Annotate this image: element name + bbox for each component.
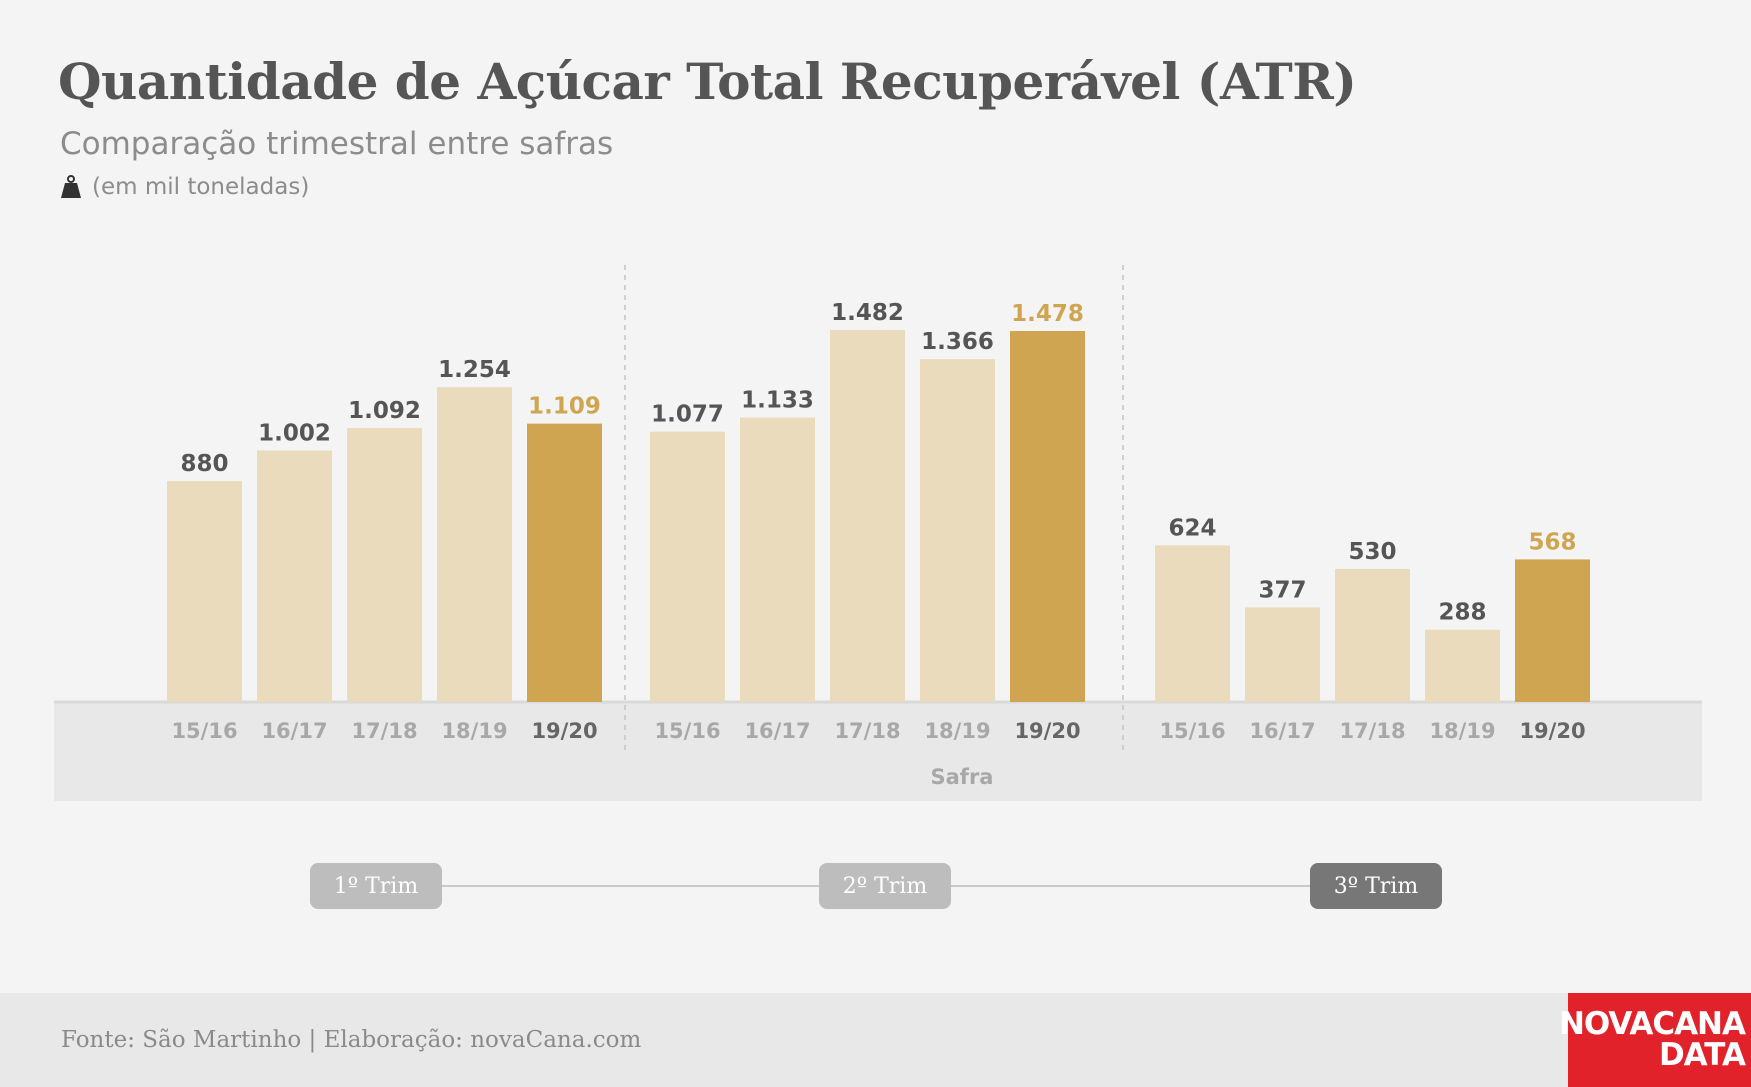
x-tick-label: 18/19 [1429, 719, 1495, 743]
bar-1-17-18 [347, 427, 422, 702]
bar-3-19-20 [1515, 559, 1590, 702]
x-tick-label: 15/16 [1159, 719, 1225, 743]
source-text: Fonte: São Martinho | Elaboração: novaCa… [61, 1027, 642, 1053]
bar-chart: Safra 880 15/16 1.002 16/17 1.092 17/18 1.254 1… [54, 265, 1702, 801]
logo-line-1: NOVACANA [1558, 1006, 1746, 1042]
x-tick-label: 17/18 [351, 719, 417, 743]
bar-1-18-19 [437, 387, 512, 702]
bar-value-label: 1.133 [741, 388, 814, 414]
x-tick-label: 17/18 [834, 719, 900, 743]
axis-band [54, 702, 1702, 801]
bar-3-17-18 [1335, 568, 1410, 702]
x-tick-label: 18/19 [441, 719, 507, 743]
weight-icon [61, 175, 81, 198]
x-tick-label: 15/16 [654, 719, 720, 743]
chart-subtitle: Comparação trimestral entre safras [60, 126, 614, 162]
chart-title: Quantidade de Açúcar Total Recuperável (… [58, 52, 1357, 111]
x-tick-label: 16/17 [261, 719, 327, 743]
bar-value-label: 1.478 [1011, 301, 1084, 327]
bar-1-19-20 [527, 423, 602, 702]
x-tick-label: 17/18 [1339, 719, 1405, 743]
bar-value-label: 1.254 [438, 357, 511, 383]
bar-value-label: 880 [180, 451, 228, 477]
x-tick-label: 19/20 [1014, 719, 1080, 743]
bar-value-label: 1.482 [831, 300, 904, 326]
bar-1-16-17 [257, 450, 332, 702]
bar-value-label: 377 [1258, 577, 1306, 603]
bar-value-label: 1.366 [921, 329, 994, 355]
x-tick-label: 16/17 [744, 719, 810, 743]
unit-note: (em mil toneladas) [60, 174, 309, 200]
bar-value-label: 1.077 [651, 402, 724, 428]
trim-button-1[interactable]: 1º Trim [310, 863, 442, 909]
bar-3-18-19 [1425, 629, 1500, 702]
novacana-logo: NOVACANA DATA [1559, 993, 1751, 1087]
logo-line-2: DATA [1658, 1037, 1746, 1073]
bar-2-16-17 [740, 417, 815, 702]
bar-value-label: 1.109 [528, 394, 601, 420]
trim-button-2[interactable]: 2º Trim [819, 863, 951, 909]
footer-bar [0, 993, 1751, 1087]
trim-button-3[interactable]: 3º Trim [1310, 863, 1442, 909]
bar-2-17-18 [830, 330, 905, 702]
bar-value-label: 568 [1528, 529, 1576, 555]
x-axis-title: Safra [931, 765, 994, 789]
bar-value-label: 624 [1168, 515, 1216, 541]
bar-value-label: 1.002 [258, 420, 331, 446]
bar-3-15-16 [1155, 545, 1230, 702]
unit-label: (em mil toneladas) [92, 174, 310, 200]
bar-3-16-17 [1245, 607, 1320, 702]
bar-value-label: 1.092 [348, 398, 421, 424]
bar-value-label: 288 [1438, 600, 1486, 626]
bar-2-15-16 [650, 431, 725, 702]
bar-value-label: 530 [1348, 539, 1396, 565]
x-tick-label: 18/19 [924, 719, 990, 743]
x-tick-label: 19/20 [531, 719, 597, 743]
x-tick-label: 19/20 [1519, 719, 1585, 743]
bar-1-15-16 [167, 481, 242, 702]
bar-2-18-19 [920, 359, 995, 702]
x-tick-label: 15/16 [171, 719, 237, 743]
bar-2-19-20 [1010, 331, 1085, 702]
x-tick-label: 16/17 [1249, 719, 1315, 743]
